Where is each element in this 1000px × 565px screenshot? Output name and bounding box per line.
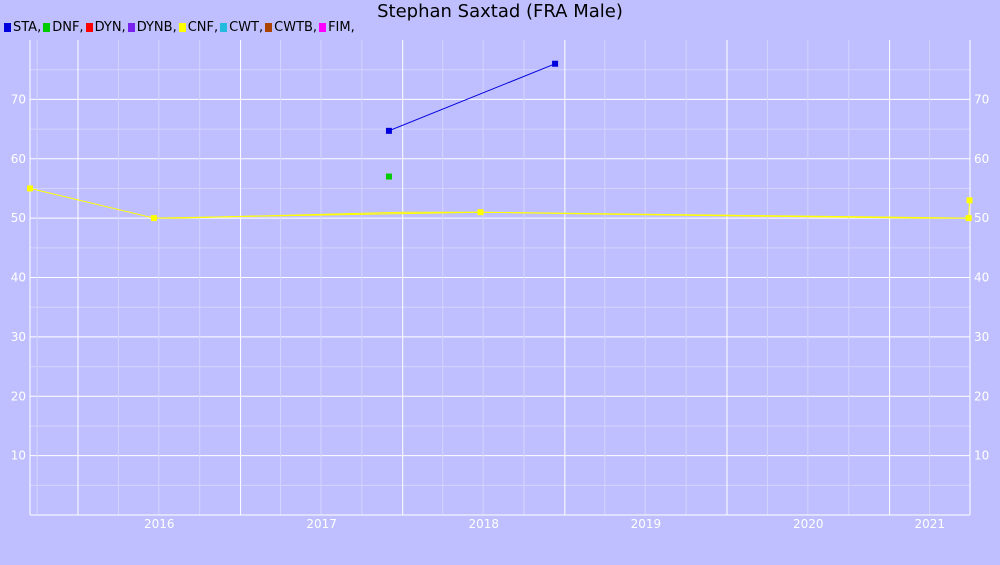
y-tick-label-left: 50 bbox=[11, 211, 26, 225]
legend-item: STA, bbox=[4, 20, 41, 35]
data-point bbox=[477, 209, 484, 216]
x-tick-label: 2019 bbox=[631, 517, 662, 531]
y-tick-label-left: 10 bbox=[11, 449, 26, 463]
legend-item: CNF, bbox=[178, 20, 219, 35]
y-tick-label-right: 60 bbox=[974, 152, 989, 166]
legend-label: DYN, bbox=[94, 20, 126, 35]
legend-item: DYN, bbox=[85, 20, 126, 35]
series-sta bbox=[385, 60, 559, 134]
legend-label: CWT, bbox=[229, 20, 264, 35]
legend-swatch bbox=[43, 23, 51, 32]
series-layer bbox=[27, 60, 973, 222]
legend-item: CWTB, bbox=[265, 20, 317, 35]
y-tick-label-left: 70 bbox=[11, 92, 26, 106]
y-tick-label-right: 20 bbox=[974, 389, 989, 403]
data-point bbox=[965, 215, 972, 222]
data-point bbox=[150, 215, 157, 222]
x-tick-label: 2020 bbox=[793, 517, 824, 531]
data-point bbox=[552, 60, 559, 67]
data-point bbox=[27, 185, 33, 192]
series-cnf bbox=[27, 185, 973, 222]
grid bbox=[30, 40, 970, 515]
legend-label: DNF, bbox=[52, 20, 84, 35]
data-point bbox=[385, 127, 392, 134]
legend-item: CWT, bbox=[220, 20, 263, 35]
legend-label: DYNB, bbox=[136, 20, 177, 35]
y-tick-label-left: 40 bbox=[11, 271, 26, 285]
legend-swatch bbox=[85, 23, 93, 32]
x-tick-label: 2021 bbox=[915, 517, 946, 531]
legend-swatch bbox=[178, 23, 186, 32]
legend-swatch bbox=[4, 23, 11, 32]
y-tick-label-right: 50 bbox=[974, 211, 989, 225]
legend-label: CNF, bbox=[187, 20, 219, 35]
y-tick-label-right: 70 bbox=[974, 92, 989, 106]
data-point bbox=[385, 173, 392, 180]
legend-label: CWTB, bbox=[274, 20, 318, 35]
legend-item: FIM, bbox=[319, 20, 355, 35]
y-tick-label-left: 60 bbox=[11, 152, 26, 166]
series-line bbox=[29, 187, 971, 219]
x-tick-label: 2016 bbox=[144, 517, 175, 531]
y-tick-label-right: 40 bbox=[974, 271, 989, 285]
legend-item: DNF, bbox=[43, 20, 84, 35]
chart-title: Stephan Saxtad (FRA Male) bbox=[377, 1, 623, 22]
legend-label: FIM, bbox=[328, 20, 355, 35]
data-point bbox=[966, 197, 973, 204]
legend-swatch bbox=[220, 23, 228, 32]
axes bbox=[29, 40, 971, 516]
y-tick-label-right: 10 bbox=[974, 449, 989, 463]
x-tick-label: 2017 bbox=[306, 517, 337, 531]
legend-label: STA, bbox=[13, 20, 42, 35]
x-tick-label: 2018 bbox=[469, 517, 500, 531]
legend-swatch bbox=[127, 23, 135, 32]
legend: STA, DNF, DYN, DYNB, CNF, CWT, CWTB, FIM, bbox=[4, 20, 357, 35]
legend-swatch bbox=[319, 23, 327, 32]
legend-item: DYNB, bbox=[127, 20, 177, 35]
series-line bbox=[388, 63, 556, 132]
y-tick-label-left: 30 bbox=[11, 330, 26, 344]
y-tick-label-right: 30 bbox=[974, 330, 989, 344]
series-dnf bbox=[385, 173, 392, 180]
legend-swatch bbox=[265, 23, 273, 32]
y-tick-label-left: 20 bbox=[11, 389, 26, 403]
